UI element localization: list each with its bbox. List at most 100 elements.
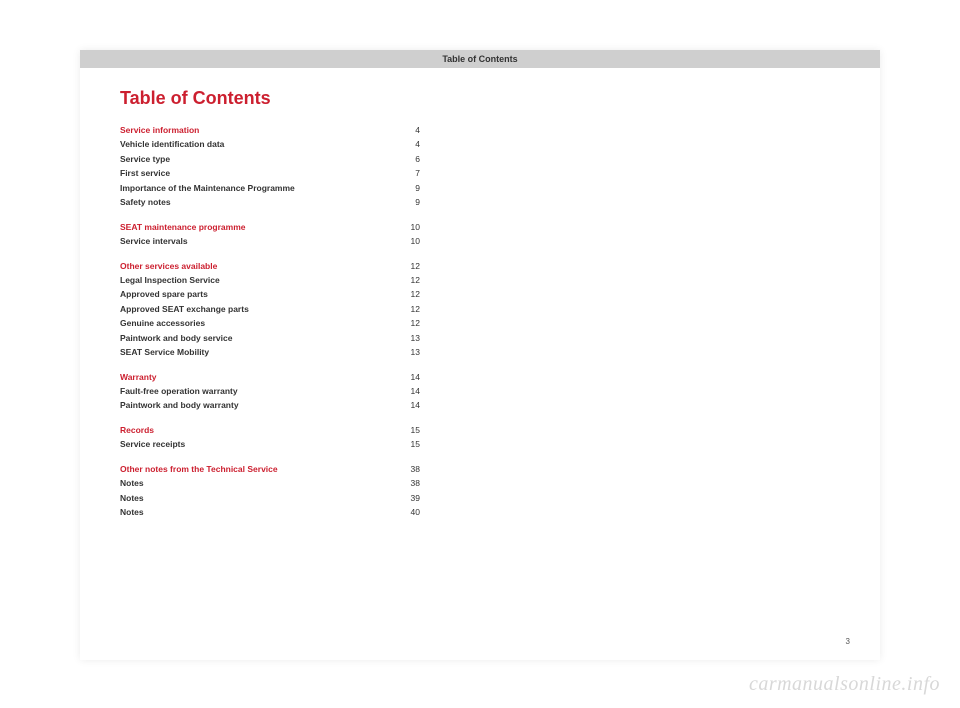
toc-item: Genuine accessories. . . . . . . . . . .… — [120, 316, 420, 330]
toc-item: Vehicle identification data. . . . . . .… — [120, 137, 420, 151]
header-text: Table of Contents — [442, 54, 517, 64]
toc-item-label: Service type — [120, 152, 170, 166]
toc-dots: . . . . . . . . . . . . . . . . . . . . … — [158, 431, 392, 432]
toc-section-heading: Records . . . . . . . . . . . . . . . . .… — [120, 423, 420, 437]
toc-item-page: 9 — [396, 195, 420, 209]
toc-item: Notes . . . . . . . . . . . . . . . . . .… — [120, 476, 420, 490]
toc-section-heading: Other notes from the Technical Service . … — [120, 462, 420, 476]
toc-item: Service type . . . . . . . . . . . . . . … — [120, 152, 420, 166]
toc-item-page: 4 — [396, 137, 420, 151]
toc-section-label: SEAT maintenance programme — [120, 220, 246, 234]
header-bar: Table of Contents — [80, 50, 880, 68]
toc-item: Service receipts. . . . . . . . . . . . … — [120, 437, 420, 451]
toc-section-page: 10 — [396, 220, 420, 234]
toc-item-page: 13 — [396, 331, 420, 345]
toc-section-label: Other services available — [120, 259, 217, 273]
toc-item: Legal Inspection Service . . . . . . . . … — [120, 273, 420, 287]
toc-item-page: 14 — [396, 398, 420, 412]
toc-dots: . . . . . . . . . . . . . . . . . . . . … — [192, 242, 392, 243]
toc-item: Notes . . . . . . . . . . . . . . . . . .… — [120, 491, 420, 505]
toc-item: Service intervals . . . . . . . . . . . .… — [120, 234, 420, 248]
toc-dots: . . . . . . . . . . . . . . . . . . . . … — [203, 131, 392, 132]
toc-dots: . . . . . . . . . . . . . . . . . . . . … — [243, 406, 392, 407]
toc-section-page: 12 — [396, 259, 420, 273]
toc-item: SEAT Service Mobility. . . . . . . . . .… — [120, 345, 420, 359]
toc-item-page: 15 — [396, 437, 420, 451]
toc-item: Importance of the Maintenance Programme.… — [120, 181, 420, 195]
toc-item: Paintwork and body service . . . . . . . … — [120, 331, 420, 345]
page-title: Table of Contents — [120, 88, 420, 109]
toc-dots: . . . . . . . . . . . . . . . . . . . . … — [189, 445, 392, 446]
toc-dots: . . . . . . . . . . . . . . . . . . . . … — [236, 338, 392, 339]
toc-item-label: First service — [120, 166, 170, 180]
toc-item-page: 12 — [396, 273, 420, 287]
toc-dots: . . . . . . . . . . . . . . . . . . . . … — [299, 188, 392, 189]
watermark-text: carmanualsonline.info — [749, 673, 940, 696]
toc-dots: . . . . . . . . . . . . . . . . . . . . … — [161, 377, 392, 378]
toc-item: First service. . . . . . . . . . . . . .… — [120, 166, 420, 180]
toc-dots: . . . . . . . . . . . . . . . . . . . . … — [253, 310, 392, 311]
toc-item: Approved SEAT exchange parts . . . . . . … — [120, 302, 420, 316]
toc-item-page: 38 — [396, 476, 420, 490]
toc-group: Records . . . . . . . . . . . . . . . . .… — [120, 423, 420, 452]
toc-item-label: Notes — [120, 505, 144, 519]
toc-item-label: Notes — [120, 476, 144, 490]
toc-item-page: 10 — [396, 234, 420, 248]
toc-dots: . . . . . . . . . . . . . . . . . . . . … — [242, 392, 392, 393]
toc-group: SEAT maintenance programme . . . . . . . … — [120, 220, 420, 249]
toc-item-label: Approved SEAT exchange parts — [120, 302, 249, 316]
toc-section-label: Other notes from the Technical Service — [120, 462, 278, 476]
toc-item-label: Fault-free operation warranty — [120, 384, 238, 398]
toc-section-page: 38 — [396, 462, 420, 476]
toc-dots: . . . . . . . . . . . . . . . . . . . . … — [148, 513, 392, 514]
toc-item: Notes . . . . . . . . . . . . . . . . . .… — [120, 505, 420, 519]
toc-item-page: 39 — [396, 491, 420, 505]
toc-item: Paintwork and body warranty . . . . . . .… — [120, 398, 420, 412]
toc-dots: . . . . . . . . . . . . . . . . . . . . … — [250, 227, 393, 228]
toc-content: Table of Contents Service information. .… — [80, 68, 460, 540]
toc-item-label: SEAT Service Mobility — [120, 345, 209, 359]
toc-section-page: 4 — [396, 123, 420, 137]
toc-item: Fault-free operation warranty . . . . . .… — [120, 384, 420, 398]
toc-item: Safety notes . . . . . . . . . . . . . . … — [120, 195, 420, 209]
toc-section-heading: Other services available . . . . . . . . … — [120, 259, 420, 273]
toc-body: Service information. . . . . . . . . . .… — [120, 123, 420, 520]
toc-dots: . . . . . . . . . . . . . . . . . . . . … — [212, 295, 392, 296]
toc-dots: . . . . . . . . . . . . . . . . . . . . … — [174, 160, 392, 161]
toc-item-label: Safety notes — [120, 195, 171, 209]
toc-item-label: Paintwork and body warranty — [120, 398, 239, 412]
toc-item-label: Importance of the Maintenance Programme — [120, 181, 295, 195]
toc-dots: . . . . . . . . . . . . . . . . . . . . … — [175, 203, 392, 204]
toc-item: Approved spare parts . . . . . . . . . . … — [120, 287, 420, 301]
toc-section-heading: Service information. . . . . . . . . . .… — [120, 123, 420, 137]
toc-item-label: Legal Inspection Service — [120, 273, 220, 287]
toc-section-label: Records — [120, 423, 154, 437]
toc-item-label: Notes — [120, 491, 144, 505]
toc-item-page: 40 — [396, 505, 420, 519]
toc-dots: . . . . . . . . . . . . . . . . . . . . … — [221, 266, 392, 267]
page-number: 3 — [846, 637, 850, 646]
toc-item-page: 9 — [396, 181, 420, 195]
toc-section-heading: SEAT maintenance programme . . . . . . . … — [120, 220, 420, 234]
toc-item-label: Paintwork and body service — [120, 331, 232, 345]
toc-group: Warranty. . . . . . . . . . . . . . . . … — [120, 370, 420, 413]
toc-group: Other notes from the Technical Service . … — [120, 462, 420, 520]
toc-item-label: Genuine accessories — [120, 316, 205, 330]
toc-item-label: Service intervals — [120, 234, 188, 248]
toc-item-page: 12 — [396, 302, 420, 316]
toc-section-page: 14 — [396, 370, 420, 384]
toc-dots: . . . . . . . . . . . . . . . . . . . . … — [148, 484, 392, 485]
toc-item-page: 13 — [396, 345, 420, 359]
toc-dots: . . . . . . . . . . . . . . . . . . . . … — [282, 469, 392, 470]
toc-dots: . . . . . . . . . . . . . . . . . . . . … — [148, 498, 392, 499]
toc-item-label: Approved spare parts — [120, 287, 208, 301]
toc-dots: . . . . . . . . . . . . . . . . . . . . … — [224, 281, 392, 282]
toc-item-page: 7 — [396, 166, 420, 180]
toc-group: Other services available . . . . . . . . … — [120, 259, 420, 360]
toc-section-page: 15 — [396, 423, 420, 437]
toc-item-page: 12 — [396, 287, 420, 301]
toc-item-page: 6 — [396, 152, 420, 166]
toc-group: Service information. . . . . . . . . . .… — [120, 123, 420, 210]
toc-dots: . . . . . . . . . . . . . . . . . . . . … — [228, 145, 392, 146]
toc-item-page: 12 — [396, 316, 420, 330]
